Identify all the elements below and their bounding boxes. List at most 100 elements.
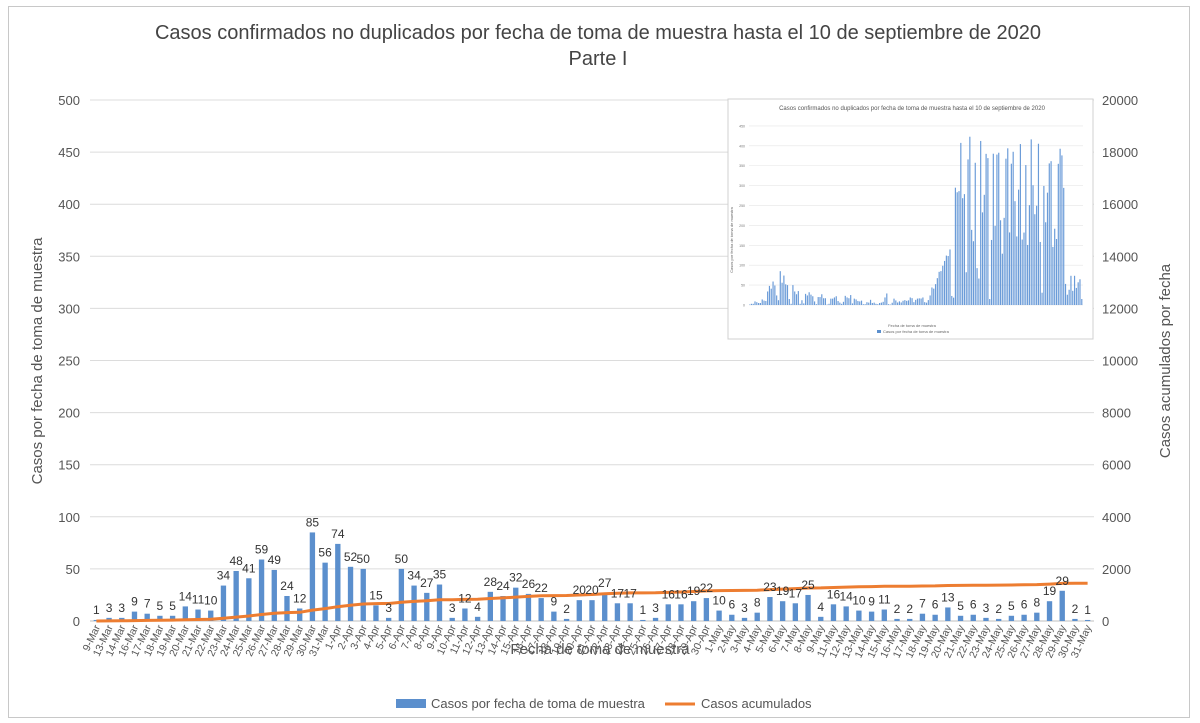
inset-bar — [860, 300, 863, 305]
bar — [1084, 619, 1091, 621]
inset-bar — [1005, 158, 1007, 305]
inset-y-tick: 50 — [741, 284, 745, 288]
bar — [233, 570, 239, 621]
inset-bar — [786, 285, 789, 305]
inset-legend-label: Casos por fecha de toma de muestra — [883, 329, 950, 334]
bar — [589, 600, 595, 621]
inset-bar — [904, 300, 906, 305]
data-label: 7 — [144, 597, 151, 611]
inset-bar — [987, 158, 989, 305]
data-label: 22 — [700, 581, 714, 595]
bar — [983, 617, 989, 621]
inset-bar — [911, 298, 913, 305]
data-label: 3 — [106, 601, 113, 615]
inset-bar — [1070, 275, 1072, 305]
data-label: 20 — [585, 583, 599, 597]
bar — [398, 568, 405, 621]
bar — [881, 609, 887, 621]
bar — [144, 613, 150, 621]
inset-bar — [965, 272, 967, 305]
inset-bar — [996, 154, 998, 305]
inset-bar — [925, 302, 928, 305]
y2-tick-label: 8000 — [1102, 406, 1131, 421]
y-tick-label: 300 — [58, 301, 80, 316]
data-label: 41 — [242, 561, 256, 575]
data-label: 26 — [522, 577, 536, 591]
inset-bar — [832, 298, 834, 305]
inset-bar — [945, 255, 947, 305]
data-label: 3 — [652, 601, 659, 615]
inset-bar — [752, 303, 754, 305]
bar — [970, 614, 976, 621]
legend-bar-label: Casos por fecha de toma de muestra — [431, 696, 646, 711]
inset-bar — [808, 292, 810, 305]
inset-bar — [931, 287, 933, 305]
bar — [157, 615, 163, 621]
inset-bar — [943, 260, 946, 305]
data-label: 12 — [293, 591, 307, 605]
data-label: 6 — [728, 598, 735, 612]
inset-bar — [750, 303, 752, 305]
y-tick-label: 450 — [58, 145, 80, 160]
bar — [563, 618, 570, 621]
inset-bar — [855, 299, 857, 305]
inset-bar — [788, 299, 790, 305]
bar — [500, 595, 506, 621]
bar — [246, 578, 252, 621]
inset-bar — [1061, 155, 1063, 305]
inset-bar — [972, 241, 975, 305]
inset-bars — [749, 136, 1083, 305]
inset-bar — [1028, 205, 1031, 305]
data-label: 14 — [179, 589, 193, 603]
data-label: 85 — [306, 515, 320, 529]
inset-bar — [1012, 151, 1014, 305]
inset-bar — [1037, 143, 1040, 305]
inset-bar — [758, 303, 760, 305]
inset-bar — [759, 303, 762, 305]
inset-bar — [891, 302, 893, 305]
inset-bar — [850, 295, 852, 305]
bar — [754, 612, 760, 621]
inset-bar — [1008, 232, 1011, 305]
inset-bar — [1057, 163, 1059, 305]
inset-bar — [828, 303, 830, 305]
y-axis-right-ticks: 0 2000 4000 6000 8000 10000 12000 14000 16000 180… — [1102, 93, 1138, 629]
inset-bar — [1063, 187, 1065, 305]
inset-bar — [1021, 239, 1023, 305]
bar — [1008, 615, 1015, 621]
inset-bar — [922, 297, 924, 305]
inset-bar — [980, 140, 982, 305]
inset-bar — [953, 297, 955, 305]
inset-bar — [918, 298, 920, 305]
inset-bar — [888, 304, 890, 305]
data-label: 9 — [131, 595, 138, 609]
inset-y-tick: 400 — [739, 144, 745, 148]
inset-bar — [882, 301, 884, 305]
data-label: 5 — [157, 599, 164, 613]
data-label: 13 — [941, 590, 955, 604]
data-label: 2 — [906, 602, 913, 616]
inset-bar — [801, 300, 803, 305]
inset-bar — [765, 301, 767, 305]
inset-bar — [929, 295, 931, 305]
inset-bar — [963, 194, 966, 305]
data-label: 6 — [970, 598, 977, 612]
bar — [195, 609, 201, 621]
data-label: 3 — [449, 601, 456, 615]
inset-bar — [1014, 201, 1016, 305]
data-label: 7 — [919, 597, 926, 611]
bar — [360, 568, 366, 621]
inset-bar — [936, 278, 938, 305]
bar — [665, 604, 671, 621]
inset-y-label: Casos por fecha de toma de muestra — [729, 206, 734, 273]
bar — [284, 595, 290, 621]
data-label: 10 — [712, 594, 726, 608]
inset-bar — [810, 294, 812, 305]
inset-bar — [915, 299, 917, 305]
inset-bar — [933, 288, 935, 305]
inset-bar — [785, 284, 787, 305]
inset-bar — [938, 271, 940, 305]
inset-bar — [990, 239, 993, 305]
inset-bar — [824, 298, 827, 305]
